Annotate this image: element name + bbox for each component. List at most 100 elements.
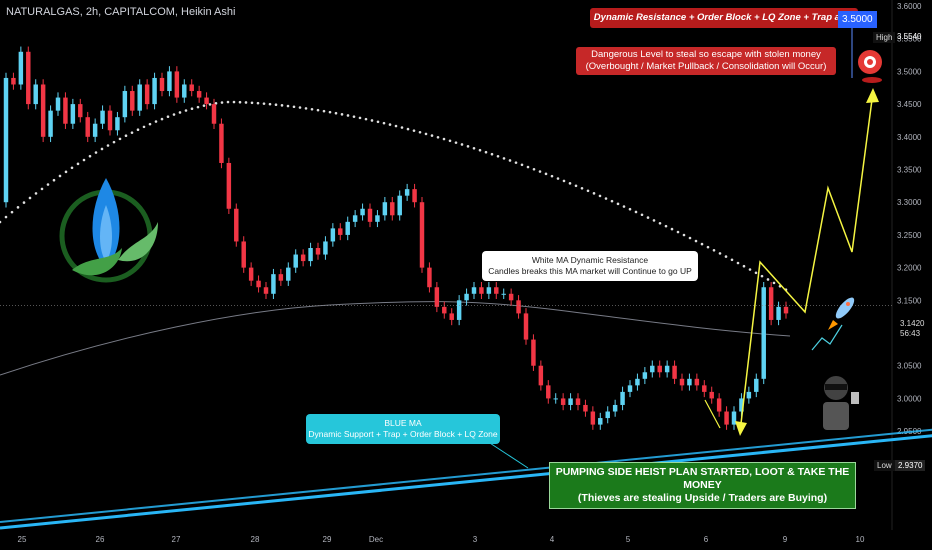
target-pin-center [867, 59, 873, 65]
target-price-tag: 3.5000 [838, 11, 877, 28]
candle [434, 287, 440, 307]
white-ma-dot [406, 127, 410, 131]
white-ma-dot [304, 107, 308, 110]
white-ma-dot [652, 219, 656, 222]
high-value-label: 3.5540 [897, 32, 922, 41]
white-ma-dot [172, 113, 176, 116]
candle [508, 293, 514, 301]
candle [523, 313, 529, 340]
white-ma-dot [622, 205, 626, 208]
white-ma-dot [400, 126, 404, 129]
white-ma-dot [646, 216, 650, 219]
candle [672, 365, 677, 379]
candle [746, 391, 752, 399]
candle [479, 287, 484, 294]
candle [679, 378, 685, 386]
target-pin-base [862, 77, 882, 83]
white-ma-dot [58, 174, 62, 178]
white-ma-dot [316, 108, 320, 112]
candle [360, 208, 365, 216]
white-ma-dot [382, 121, 386, 125]
y-tick-label: 3.5500 [897, 35, 922, 44]
candle [100, 110, 105, 124]
white-ma-dot [478, 148, 482, 152]
white-ma-dot [52, 178, 56, 182]
candle [494, 287, 499, 294]
white-ma-dot [568, 182, 572, 185]
grey-moving-average [0, 301, 791, 376]
white-ma-dot [586, 189, 590, 193]
white-ma-dot [736, 261, 740, 265]
candle [635, 378, 640, 386]
candle [709, 391, 714, 399]
candle [293, 254, 298, 268]
white-ma-dot [562, 179, 566, 183]
candle [657, 365, 662, 373]
white-ma-dot [496, 154, 500, 158]
candle [352, 215, 358, 222]
y-tick-label: 3.0000 [897, 394, 922, 403]
white-ma-dot [328, 110, 332, 114]
candle [367, 208, 373, 222]
x-tick-label: 5 [626, 535, 631, 544]
y-tick-label: 3.5000 [897, 67, 922, 76]
white-ma-dot [718, 252, 722, 255]
white-ma-dot [124, 134, 128, 138]
teal-zigzag [811, 324, 843, 351]
candle [590, 411, 596, 425]
white-ma-dot [688, 236, 692, 240]
candle [627, 385, 633, 392]
white-ma-dot [442, 137, 446, 141]
white-ma-dot [676, 230, 680, 234]
white-ma-dot [22, 201, 26, 204]
candle [501, 293, 506, 295]
white-ma-dot [694, 239, 698, 243]
white-ma-dot [502, 157, 506, 160]
white-ma-dot [166, 115, 170, 119]
candle [650, 365, 655, 373]
candle [345, 221, 350, 235]
candle [560, 398, 566, 405]
white-ma-dot [94, 151, 98, 154]
white-ma-dot [364, 117, 368, 121]
white-ma-dot [196, 105, 200, 109]
candle [464, 293, 469, 301]
white-ma-dot [220, 101, 224, 104]
white-ma-dot [208, 103, 212, 106]
white-ma-dot [232, 100, 236, 104]
candle [754, 378, 759, 392]
candle [731, 411, 737, 425]
white-ma-dot [412, 129, 416, 132]
white-ma-dot [244, 101, 248, 104]
candle [471, 287, 477, 294]
candle [449, 313, 454, 320]
white-ma-dot [154, 120, 158, 123]
white-ma-dot [226, 100, 230, 104]
candle [412, 189, 417, 203]
x-tick-label: 6 [704, 535, 709, 544]
candle [204, 97, 209, 105]
white-ma-dot [286, 104, 290, 108]
blue-moving-average-2 [0, 428, 932, 523]
projection-start-arrow [735, 421, 747, 436]
x-tick-label: 29 [323, 535, 332, 544]
white-ma-dot [460, 143, 464, 146]
y-tick-label: 3.4000 [897, 133, 922, 142]
y-tick-label: 3.2000 [897, 264, 922, 273]
projection-arrowhead [866, 88, 879, 103]
white-ma-dot [448, 139, 452, 143]
white-ma-dot [370, 119, 374, 122]
white-ma-dot [664, 224, 668, 228]
white-ma-dot [256, 101, 260, 105]
white-ma-dot [88, 154, 92, 158]
white-ma-dot [730, 258, 734, 262]
rocket-window [846, 302, 850, 306]
white-ma-dot [238, 100, 242, 104]
white-ma-dot [658, 221, 662, 225]
white-ma-dot [346, 114, 350, 117]
white-ma-dot [100, 147, 104, 151]
white-ma-dot [394, 124, 398, 128]
candle [375, 215, 380, 222]
candle [211, 104, 217, 124]
white-ma-dot [148, 122, 152, 126]
